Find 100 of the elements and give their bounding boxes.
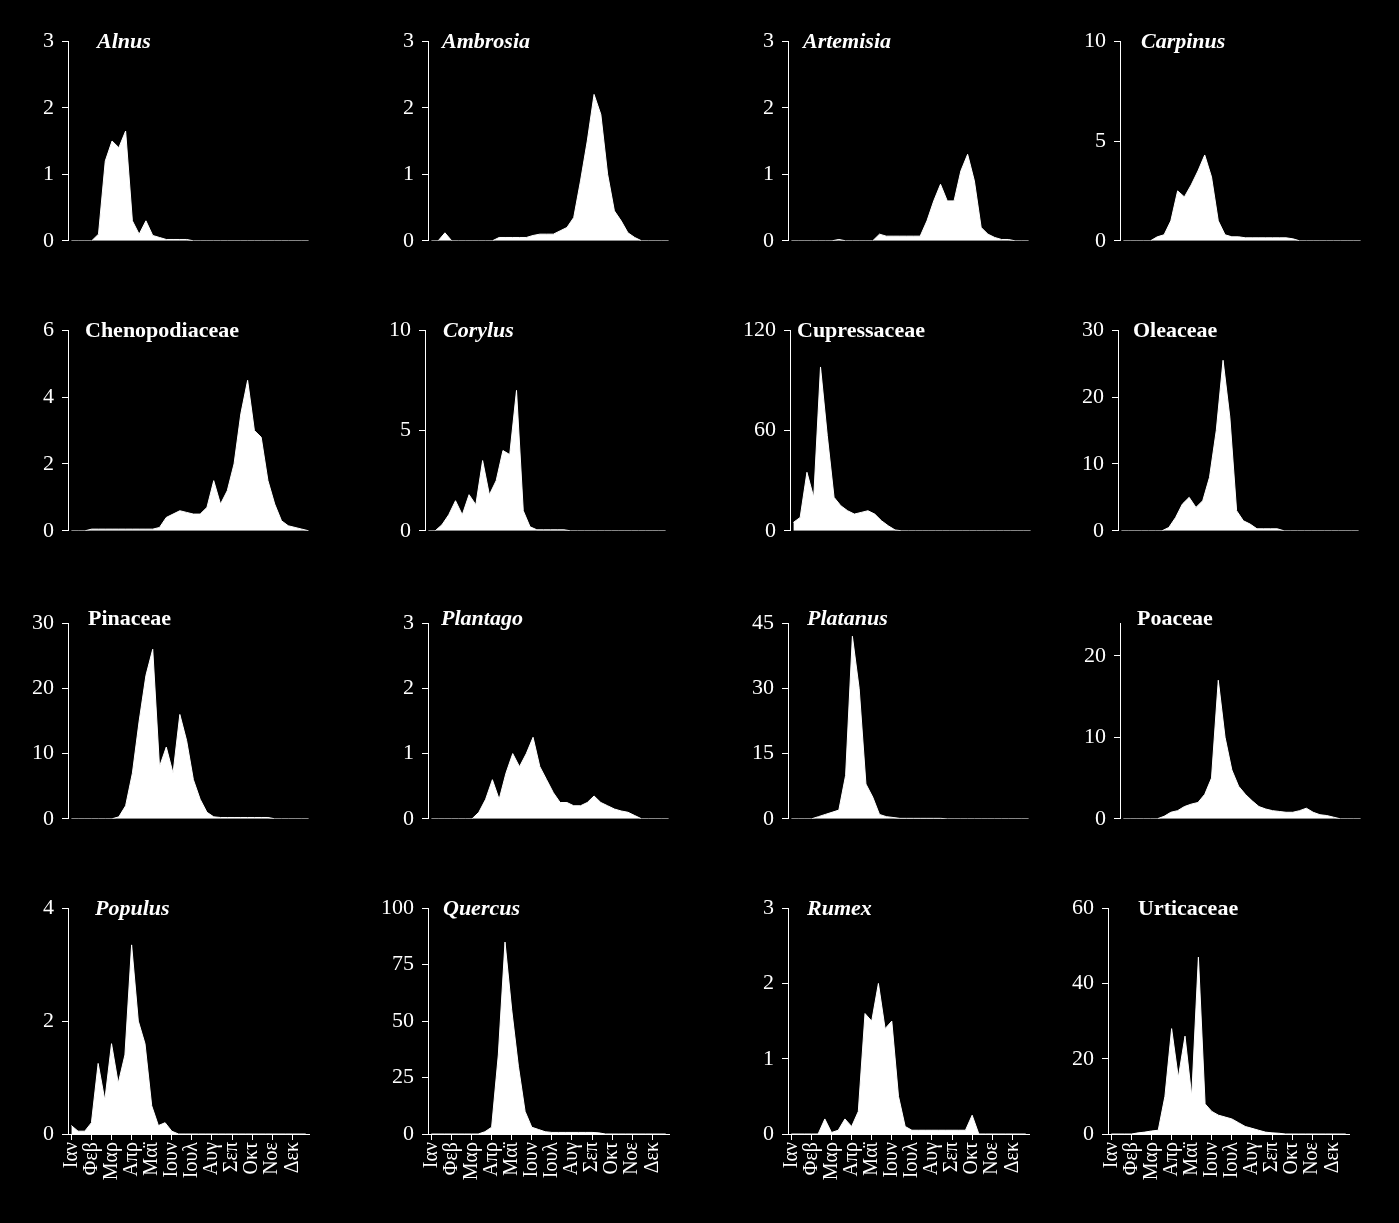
x-tick-label: Νοε bbox=[979, 1142, 1002, 1175]
y-tick-label: 10 bbox=[389, 315, 411, 341]
y-tick-label: 2 bbox=[763, 969, 774, 995]
y-tick-label: 45 bbox=[752, 608, 774, 634]
x-tick-label: Ιουν bbox=[879, 1142, 902, 1178]
y-tick-label: 1 bbox=[403, 739, 414, 765]
y-tick-label: 1 bbox=[43, 160, 54, 186]
x-tick-label: Φεβ bbox=[78, 1142, 102, 1176]
x-tick-label: Φεβ bbox=[438, 1142, 462, 1176]
y-tick-label: 60 bbox=[1072, 893, 1094, 919]
x-tick-label: Ιουν bbox=[519, 1142, 542, 1178]
chart-title: Artemisia bbox=[801, 27, 892, 53]
y-tick-label: 1 bbox=[403, 160, 414, 186]
y-tick-label: 0 bbox=[43, 226, 54, 252]
x-tick-label: Ιαν bbox=[1098, 1142, 1121, 1169]
y-tick-label: 3 bbox=[403, 608, 414, 634]
y-tick-label: 10 bbox=[1082, 449, 1104, 475]
x-tick-label: Δεκ bbox=[999, 1142, 1022, 1174]
y-tick-label: 2 bbox=[403, 674, 414, 700]
y-tick-label: 40 bbox=[1072, 969, 1094, 995]
x-tick-label: Ιουλ bbox=[1219, 1141, 1242, 1179]
x-tick-label: Νοε bbox=[1299, 1142, 1322, 1175]
y-tick-label: 3 bbox=[43, 26, 54, 52]
x-tick-label: Οκτ bbox=[1279, 1142, 1302, 1175]
chart-title: Populus bbox=[94, 894, 170, 920]
x-tick-label: Ιαν bbox=[58, 1142, 81, 1169]
x-tick-label: Οκτ bbox=[239, 1142, 262, 1175]
chart-title: Urticaceae bbox=[1138, 894, 1239, 920]
y-tick-label: 30 bbox=[32, 608, 54, 634]
x-tick-label: Ιουν bbox=[159, 1142, 182, 1178]
chart-title: Carpinus bbox=[1141, 27, 1226, 53]
x-tick-label: Ιουλ bbox=[539, 1141, 562, 1179]
y-tick-label: 4 bbox=[43, 893, 54, 919]
x-tick-label: Νοε bbox=[619, 1142, 642, 1175]
y-tick-label: 0 bbox=[1083, 1119, 1094, 1145]
y-tick-label: 1 bbox=[763, 160, 774, 186]
chart-title: Alnus bbox=[95, 27, 151, 53]
y-tick-label: 20 bbox=[1084, 641, 1106, 667]
x-tick-label: Δεκ bbox=[1319, 1142, 1342, 1174]
y-tick-label: 60 bbox=[754, 416, 776, 442]
y-tick-label: 0 bbox=[1095, 226, 1106, 252]
y-tick-label: 20 bbox=[1082, 382, 1104, 408]
x-tick-label: Οκτ bbox=[599, 1142, 622, 1175]
chart-title: Cupressaceae bbox=[797, 316, 926, 342]
y-tick-label: 10 bbox=[32, 739, 54, 765]
y-tick-label: 10 bbox=[1084, 26, 1106, 52]
y-tick-label: 30 bbox=[1082, 315, 1104, 341]
y-tick-label: 0 bbox=[403, 226, 414, 252]
x-tick-label: Δεκ bbox=[639, 1142, 662, 1174]
y-tick-label: 120 bbox=[743, 315, 776, 341]
x-tick-label: Δεκ bbox=[279, 1142, 302, 1174]
x-tick-label: Αυγ bbox=[559, 1141, 583, 1176]
y-tick-label: 0 bbox=[43, 804, 54, 830]
y-tick-label: 100 bbox=[381, 893, 414, 919]
y-tick-label: 2 bbox=[43, 1006, 54, 1032]
y-tick-label: 50 bbox=[392, 1006, 414, 1032]
y-tick-label: 15 bbox=[752, 739, 774, 765]
chart-title: Quercus bbox=[443, 894, 521, 920]
y-tick-label: 0 bbox=[43, 516, 54, 542]
y-tick-label: 0 bbox=[403, 1119, 414, 1145]
x-tick-label: Ιουλ bbox=[899, 1141, 922, 1179]
y-tick-label: 0 bbox=[763, 226, 774, 252]
x-tick-label: Ιουλ bbox=[179, 1141, 202, 1179]
y-tick-label: 0 bbox=[1095, 804, 1106, 830]
y-tick-label: 4 bbox=[43, 382, 54, 408]
y-tick-label: 3 bbox=[403, 26, 414, 52]
y-tick-label: 2 bbox=[403, 93, 414, 119]
y-tick-label: 10 bbox=[1084, 723, 1106, 749]
y-tick-label: 20 bbox=[32, 674, 54, 700]
y-tick-label: 2 bbox=[763, 93, 774, 119]
y-tick-label: 5 bbox=[1095, 126, 1106, 152]
y-tick-label: 75 bbox=[392, 950, 414, 976]
chart-title: Oleaceae bbox=[1133, 316, 1218, 342]
chart-title: Plantago bbox=[440, 604, 523, 630]
y-tick-label: 0 bbox=[763, 1119, 774, 1145]
chart-title: Corylus bbox=[443, 316, 514, 342]
x-tick-label: Αυγ bbox=[1239, 1141, 1263, 1176]
y-tick-label: 1 bbox=[763, 1044, 774, 1070]
x-tick-label: Ιαν bbox=[778, 1142, 801, 1169]
chart-title: Rumex bbox=[806, 894, 872, 920]
x-tick-label: Ιαν bbox=[418, 1142, 441, 1169]
x-tick-label: Φεβ bbox=[1118, 1142, 1142, 1176]
chart-title: Chenopodiaceae bbox=[85, 316, 240, 342]
x-tick-label: Αυγ bbox=[919, 1141, 943, 1176]
chart-title: Platanus bbox=[806, 604, 888, 630]
y-tick-label: 20 bbox=[1072, 1044, 1094, 1070]
y-tick-label: 25 bbox=[392, 1063, 414, 1089]
y-tick-label: 6 bbox=[43, 315, 54, 341]
y-tick-label: 30 bbox=[752, 674, 774, 700]
y-tick-label: 2 bbox=[43, 449, 54, 475]
y-tick-label: 0 bbox=[763, 804, 774, 830]
y-tick-label: 0 bbox=[43, 1119, 54, 1145]
y-tick-label: 2 bbox=[43, 93, 54, 119]
y-tick-label: 3 bbox=[763, 893, 774, 919]
x-tick-label: Ιουν bbox=[1199, 1142, 1222, 1178]
y-tick-label: 0 bbox=[403, 804, 414, 830]
y-tick-label: 0 bbox=[400, 516, 411, 542]
chart-title: Pinaceae bbox=[88, 604, 172, 630]
y-tick-label: 0 bbox=[1093, 516, 1104, 542]
x-tick-label: Νοε bbox=[259, 1142, 282, 1175]
